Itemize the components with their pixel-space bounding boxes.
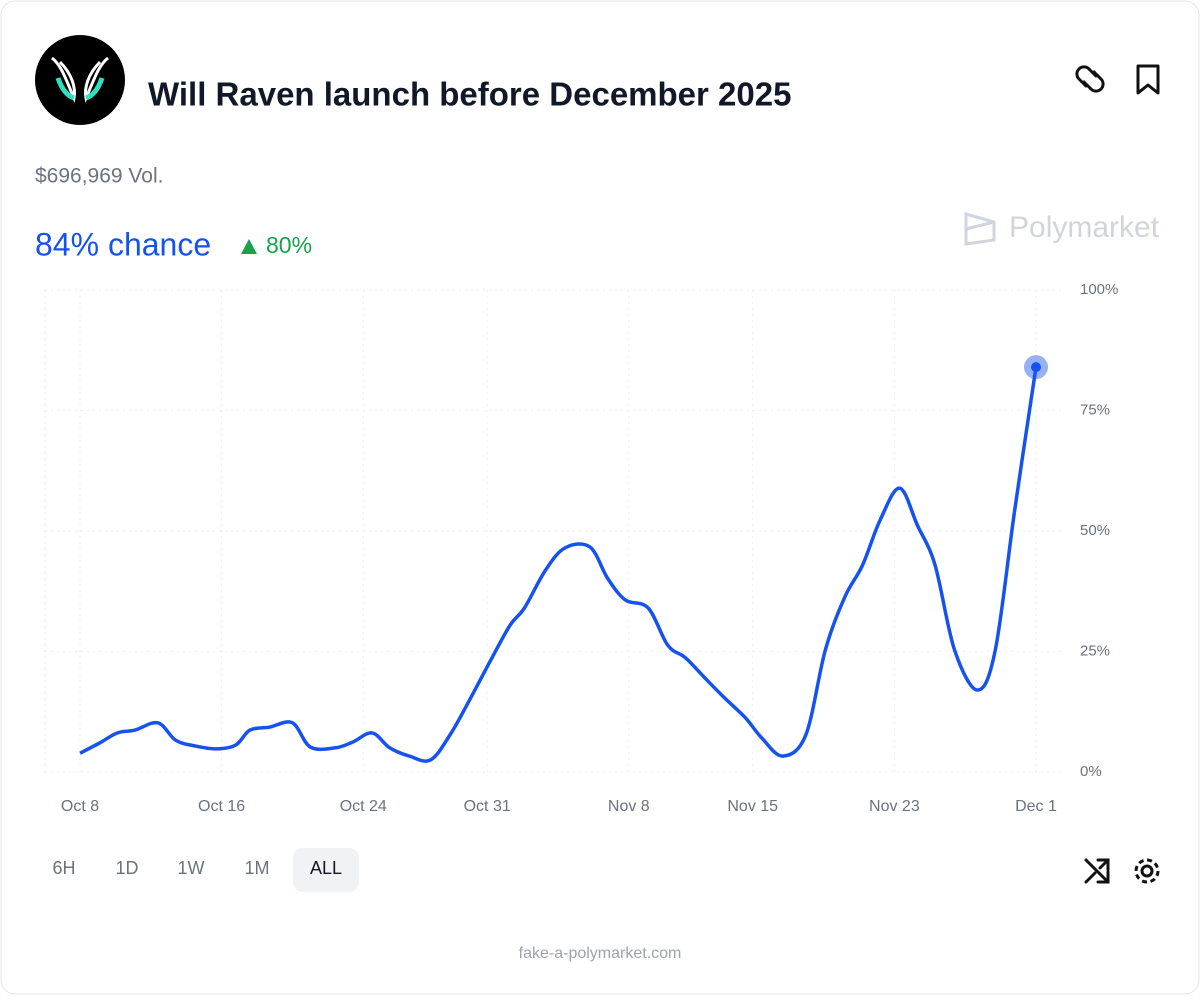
- x-tick-label: Dec 1: [1015, 798, 1057, 815]
- last-point: [1031, 362, 1041, 373]
- x-tick-label: Oct 16: [198, 798, 245, 815]
- range-button-label[interactable]: 1M: [244, 858, 269, 878]
- footer: fake-a-polymarket.com: [519, 945, 682, 962]
- logo: [35, 35, 125, 125]
- market-title: Will Raven launch before December 2025: [148, 76, 791, 113]
- range-button[interactable]: 1M: [244, 858, 269, 878]
- x-tick-label: Oct 8: [61, 798, 99, 815]
- y-tick-label: 50%: [1080, 522, 1110, 539]
- price-line: [79, 366, 1038, 763]
- range-button[interactable]: ALL: [293, 848, 359, 892]
- range-button-label[interactable]: 6H: [52, 858, 75, 878]
- y-tick-label: 75%: [1080, 401, 1110, 418]
- plot: 0% 25% 50% 75% 100% Oct 8 Oct 16 Oct 24 Oct 31 No…: [44, 281, 1118, 815]
- brand-watermark: Polymarket: [1009, 211, 1160, 244]
- bookmark-icon[interactable]: [1136, 64, 1160, 95]
- range-button-label[interactable]: 1W: [178, 858, 205, 878]
- range-button-label[interactable]: ALL: [310, 858, 342, 878]
- x-tick-label: Oct 24: [340, 798, 387, 815]
- volume: $696,969 Vol.: [35, 165, 163, 188]
- x-tick-label: Oct 31: [464, 798, 511, 815]
- range-button[interactable]: 1W: [178, 858, 205, 878]
- y-tick-label: 0%: [1080, 763, 1102, 780]
- x-tick-label: Nov 23: [869, 798, 920, 815]
- shuffle-icon[interactable]: [1084, 858, 1110, 884]
- range-button[interactable]: 1D: [115, 858, 138, 878]
- range-button[interactable]: 6H: [52, 858, 75, 878]
- y-tick-label: 100%: [1080, 281, 1118, 298]
- settings-icon[interactable]: [1134, 858, 1160, 884]
- y-tick-label: 25%: [1080, 642, 1110, 659]
- range-button-bg: [293, 848, 359, 892]
- x-tick-label: Nov 15: [727, 798, 778, 815]
- up-arrow: [241, 239, 257, 254]
- link-icon[interactable]: [1075, 65, 1105, 93]
- range-controls: 6H 1D 1W 1M ALL: [52, 848, 359, 892]
- change: 80%: [266, 232, 312, 258]
- range-button-label[interactable]: 1D: [115, 858, 138, 878]
- chance: 84% chance: [35, 226, 211, 262]
- brand-logo: [964, 212, 996, 246]
- x-tick-label: Nov 8: [608, 798, 650, 815]
